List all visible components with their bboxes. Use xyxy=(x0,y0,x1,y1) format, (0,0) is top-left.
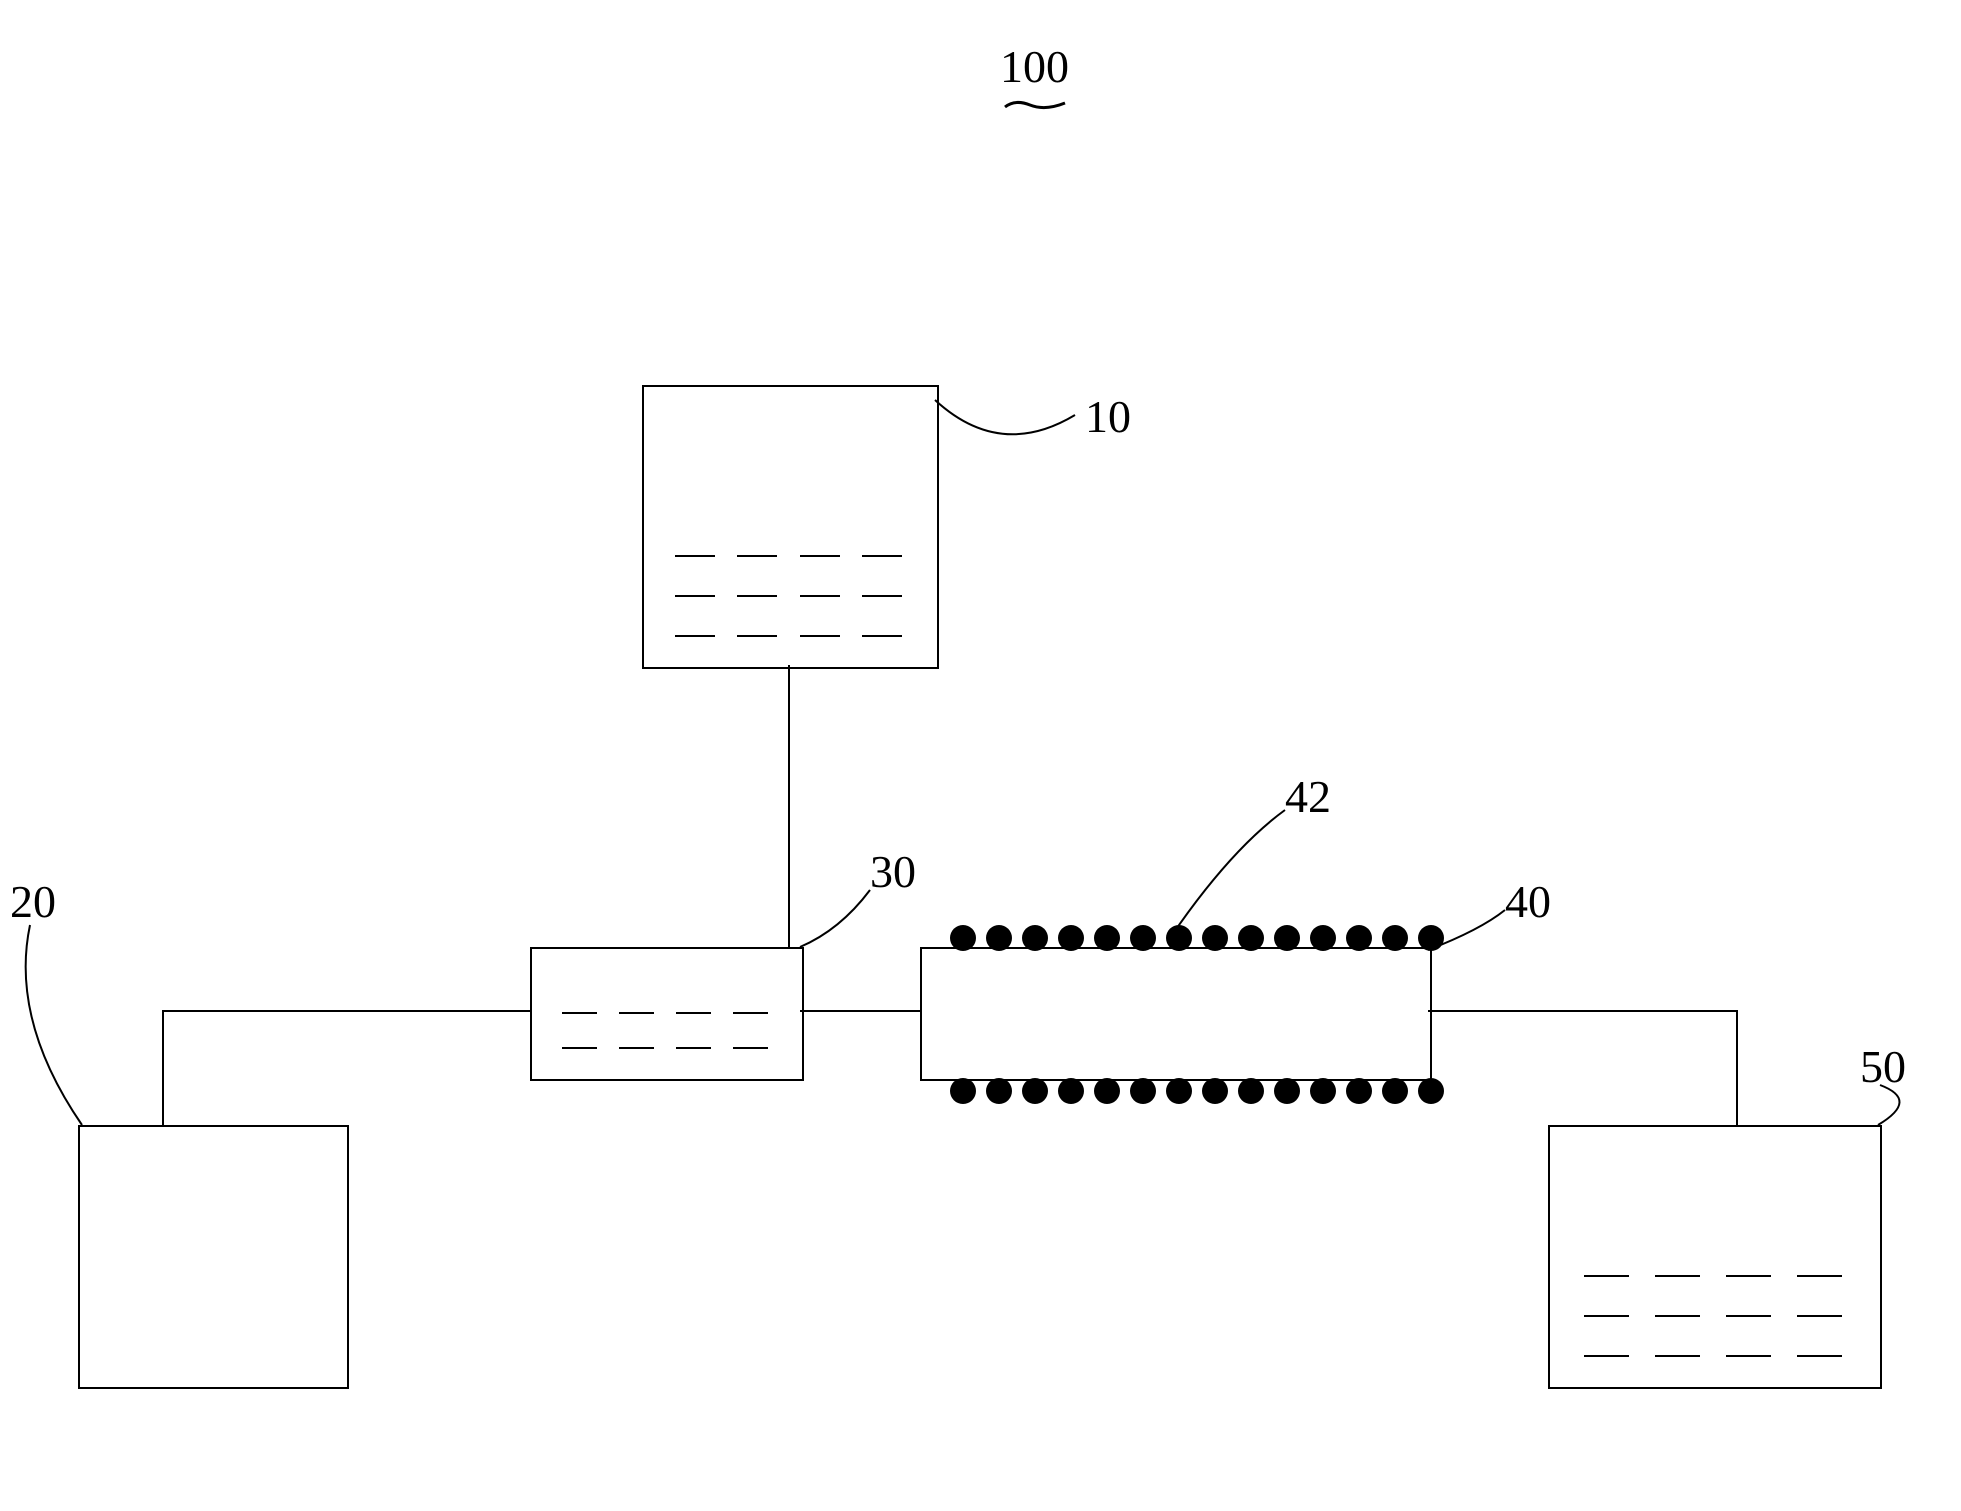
figure-label: 100 xyxy=(1000,40,1069,93)
diagram-canvas: 100 10 20 30 40 50 42 xyxy=(0,0,1961,1511)
box-20 xyxy=(78,1125,349,1389)
box-40 xyxy=(920,947,1432,1081)
label-50: 50 xyxy=(1860,1040,1906,1093)
label-20: 20 xyxy=(10,875,56,928)
box-50 xyxy=(1548,1125,1882,1389)
figure-label-tilde xyxy=(1000,95,1080,115)
label-10: 10 xyxy=(1085,390,1131,443)
label-42: 42 xyxy=(1285,770,1331,823)
label-30: 30 xyxy=(870,845,916,898)
label-40: 40 xyxy=(1505,875,1551,928)
box-10 xyxy=(642,385,939,669)
box-30 xyxy=(530,947,804,1081)
